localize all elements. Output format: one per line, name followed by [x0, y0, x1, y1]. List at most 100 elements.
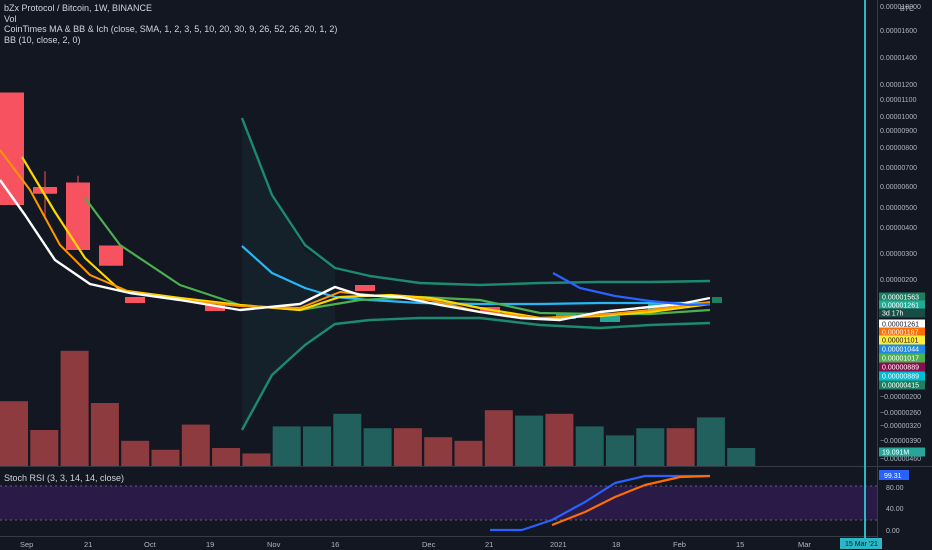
volume-bar	[454, 440, 483, 466]
volume-bar	[30, 430, 59, 466]
volume-bar	[0, 401, 28, 466]
volume-bar	[212, 448, 241, 466]
volume-bar	[272, 426, 301, 466]
price-badge: 0.00001101	[882, 338, 919, 345]
rsi-tick-label: 80.00	[886, 485, 904, 492]
stoch-rsi-band	[0, 486, 877, 520]
price-badge-bg	[879, 308, 925, 318]
price-badge: 0.00000889	[882, 365, 919, 372]
stoch-rsi-value-badge-bg	[879, 470, 909, 480]
price-tick-label: 0.00001400	[880, 55, 917, 62]
price-badge: 0.00001261	[882, 322, 919, 329]
stoch-rsi-k-line	[490, 474, 710, 532]
volume-bar	[727, 448, 756, 466]
time-tick-label: 21	[84, 540, 92, 549]
volume-bar	[545, 413, 574, 466]
volume-bar	[181, 424, 210, 466]
stoch-rsi-value-badge: 99.31	[884, 473, 902, 480]
volume-bar	[333, 413, 362, 466]
time-axis: Sep 21 Oct 19 Nov 16 Dec 21 2021 18 Feb 15 Mar	[20, 540, 811, 549]
time-tick-label: 19	[206, 540, 214, 549]
ma-orange-line	[0, 149, 711, 319]
volume-bar	[484, 410, 513, 466]
price-tick-label: −0.00000200	[880, 394, 921, 401]
indicator-lines	[0, 117, 711, 532]
chart-legend: bZx Protocol / Bitcoin, 1W, BINANCE Vol …	[4, 3, 337, 45]
legend-bb: BB (10, close, 2, 0)	[4, 34, 81, 45]
time-tick-label: Mar	[798, 540, 811, 549]
price-tick-label: 0.00001200	[880, 82, 917, 89]
price-badge-bg	[879, 292, 925, 302]
stoch-rsi-d-line	[551, 474, 711, 527]
crosshair-date-badge: 15 Mar '21	[845, 541, 878, 548]
time-tick-label: 2021	[550, 540, 567, 549]
volume-bar	[606, 435, 634, 466]
time-tick-label: Dec	[422, 540, 436, 549]
volume-bar	[696, 417, 725, 466]
price-badge-bg	[879, 319, 925, 329]
price-badge-bg	[879, 371, 925, 381]
price-badge-bg	[879, 380, 925, 390]
volume-bar	[636, 428, 665, 466]
price-badge: 19.091M	[882, 450, 909, 457]
time-tick-label: Feb	[673, 540, 686, 549]
price-badge: 3d 17h	[882, 311, 904, 318]
volume-bar	[303, 426, 331, 466]
bb-upper-line	[240, 117, 711, 287]
price-badge: 0.00000889	[882, 374, 919, 381]
price-tick-label: −0.00000260	[880, 410, 921, 417]
rsi-tick-label: 40.00	[886, 506, 904, 513]
ma-blue-line	[552, 272, 711, 307]
time-tick-label: 18	[612, 540, 620, 549]
candle-body	[0, 92, 24, 205]
price-badge-bg	[879, 300, 925, 310]
ichimoku-cloud	[242, 118, 335, 430]
price-tick-label: 0.00000300	[880, 251, 917, 258]
volume-bar	[424, 437, 453, 466]
price-tick-label: 0.00000400	[880, 225, 917, 232]
price-tick-label: 0.00000900	[880, 128, 917, 135]
volume-bar	[151, 449, 180, 466]
price-badge-bg	[879, 327, 925, 337]
price-badge-bg	[879, 344, 925, 354]
price-tick-label: −0.00000320	[880, 423, 921, 430]
legend-symbol: bZx Protocol / Bitcoin, 1W, BINANCE	[4, 3, 153, 13]
candle-body	[600, 316, 620, 322]
price-badge: 0.00000415	[882, 383, 919, 390]
volume-bar	[60, 350, 89, 466]
candle-body	[205, 305, 225, 311]
price-badge: 0.00001261	[882, 303, 919, 310]
price-tick-label: 0.00000200	[880, 277, 917, 284]
legend-volume: Vol	[4, 13, 17, 24]
price-tick-label: −0.00000460	[880, 456, 921, 463]
price-tick-label: 0.00000800	[880, 145, 917, 152]
price-tick-label: 0.00001000	[880, 114, 917, 121]
price-badge-bg	[879, 353, 925, 363]
volume-bar	[90, 403, 119, 466]
volume-bar	[666, 428, 695, 466]
price-badge-bg	[879, 362, 925, 372]
rsi-tick-label: 0.00	[886, 528, 900, 535]
volume-bar	[515, 415, 544, 466]
time-tick-label: Nov	[267, 540, 281, 549]
candle-body	[33, 187, 57, 194]
price-tick-label: 0.00000700	[880, 165, 917, 172]
ma-cyan-line	[241, 245, 710, 306]
price-axis: 0.000018000 0.00001600 0.00001400 0.0000120…	[880, 4, 921, 463]
price-tick-label: 0.00001600	[880, 28, 917, 35]
volume-bar	[363, 428, 392, 466]
last-price-marker	[712, 297, 722, 303]
price-tick-label: −0.00000390	[880, 438, 921, 445]
candle-body	[125, 297, 145, 303]
price-tick-label: 0.000018000	[880, 4, 921, 11]
price-badge-bg	[879, 447, 925, 457]
price-tick-label: 0.00001100	[880, 97, 917, 104]
time-tick-label: 21	[485, 540, 493, 549]
price-badge: 0.00001563	[882, 295, 919, 302]
price-tick-label: 0.00000600	[880, 184, 917, 191]
price-badge-bg	[879, 335, 925, 345]
time-tick-label: 15	[736, 540, 744, 549]
currency-label: BTC	[900, 6, 914, 13]
